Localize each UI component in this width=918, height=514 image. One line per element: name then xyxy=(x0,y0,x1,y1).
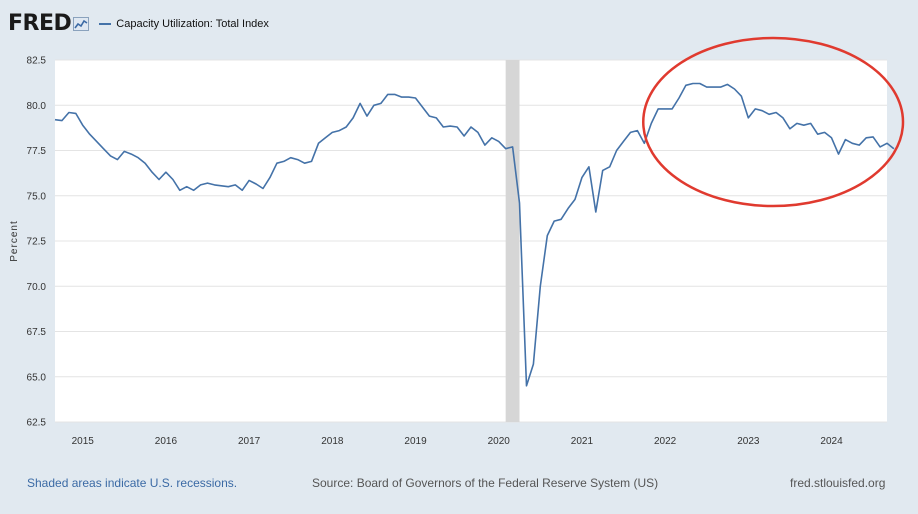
legend-label: Capacity Utilization: Total Index xyxy=(116,18,269,30)
y-tick-label: 75.0 xyxy=(27,191,47,202)
x-tick-label: 2023 xyxy=(737,436,760,447)
x-tick-label: 2024 xyxy=(820,436,843,447)
recession-shading xyxy=(505,60,520,422)
fred-graph-icon xyxy=(73,17,90,31)
chart-footer: Shaded areas indicate U.S. recessions. S… xyxy=(0,476,918,496)
x-tick-label: 2021 xyxy=(571,436,594,447)
y-tick-label: 62.5 xyxy=(27,418,47,429)
chart-header: FRED Capacity Utilization: Total Index xyxy=(8,8,269,40)
y-tick-label: 82.5 xyxy=(27,56,47,67)
fred-logo: FRED xyxy=(8,11,72,36)
grid-lines xyxy=(55,59,887,423)
x-tick-label: 2019 xyxy=(404,436,427,447)
x-tick-labels: 2015 2016 2017 2018 2019 2020 2021 2022 2023 2024 xyxy=(72,436,843,447)
recession-note-link[interactable]: Shaded areas indicate U.S. recessions. xyxy=(27,476,238,490)
y-axis-label: Percent xyxy=(9,220,20,261)
x-tick-label: 2017 xyxy=(238,436,261,447)
series-line xyxy=(54,82,895,387)
y-tick-label: 77.5 xyxy=(27,146,47,157)
x-tick-label: 2016 xyxy=(155,436,178,447)
y-tick-label: 72.5 xyxy=(27,237,47,248)
series-line-layer xyxy=(54,82,895,387)
source-text: Source: Board of Governors of the Federa… xyxy=(312,476,659,490)
annotation-layer xyxy=(642,36,905,208)
y-tick-label: 67.5 xyxy=(27,327,47,338)
annotation-ellipse xyxy=(642,36,905,208)
site-link[interactable]: fred.stlouisfed.org xyxy=(790,476,886,490)
recession-band xyxy=(505,60,520,422)
x-tick-label: 2015 xyxy=(72,436,95,447)
y-tick-label: 80.0 xyxy=(27,101,47,112)
y-tick-labels: 62.5 65.0 67.5 70.0 72.5 75.0 77.5 80.0 82.5 xyxy=(27,56,47,429)
legend-swatch xyxy=(99,23,112,25)
x-tick-label: 2018 xyxy=(321,436,344,447)
x-tick-label: 2020 xyxy=(488,436,511,447)
x-tick-label: 2022 xyxy=(654,436,677,447)
y-tick-label: 65.0 xyxy=(27,372,47,383)
y-tick-label: 70.0 xyxy=(27,282,47,293)
line-chart: 62.5 65.0 67.5 70.0 72.5 75.0 77.5 80.0 82.5 201… xyxy=(9,36,905,447)
